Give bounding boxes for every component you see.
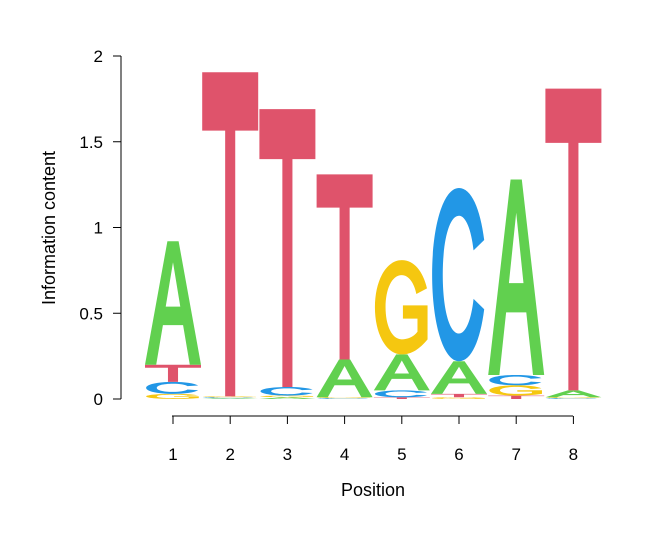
letter-c-pos-4: [317, 398, 370, 399]
letter-c-pos-8: [546, 398, 599, 399]
y-tick-label: 2: [94, 47, 103, 66]
x-tick-label: 2: [225, 445, 234, 464]
letter-g-pos-4: [317, 397, 371, 399]
letter-c-pos-7: [489, 374, 542, 386]
letter-t-pos-6: [431, 393, 487, 398]
stack-position-2: [202, 72, 259, 399]
letter-c-pos-5: [374, 390, 427, 398]
letter-g-pos-2: [203, 396, 256, 398]
letter-t-pos-2: [202, 72, 259, 397]
stack-position-1: [145, 241, 201, 399]
letter-t-pos-8: [545, 88, 602, 391]
letter-a-pos-5: [373, 354, 430, 391]
letter-t-pos-4: [316, 174, 373, 360]
x-ticks: 1 2 3 4 5 6 7 8: [168, 416, 578, 464]
y-tick-label: 0.5: [79, 304, 103, 323]
letter-g-pos-6: [432, 397, 485, 399]
letter-t-pos-5: [373, 397, 430, 399]
x-tick-label: 8: [569, 445, 578, 464]
stack-position-7: [488, 179, 545, 399]
letter-c-pos-2: [203, 397, 256, 399]
stack-position-4: [316, 174, 373, 399]
letter-stacks: [145, 72, 602, 399]
stack-position-8: [545, 88, 602, 399]
letter-t-pos-7: [488, 395, 545, 399]
letter-g-pos-5: [374, 260, 428, 355]
x-tick-label: 5: [397, 445, 406, 464]
letter-t-pos-1: [145, 364, 201, 382]
letter-g-pos-3: [260, 395, 314, 398]
y-tick-label: 1.5: [79, 133, 103, 152]
x-tick-label: 6: [454, 445, 463, 464]
letter-c-pos-1: [146, 381, 199, 394]
stack-position-5: [373, 260, 430, 399]
letter-t-pos-3: [259, 109, 316, 387]
x-tick-label: 7: [511, 445, 520, 464]
x-tick-label: 1: [168, 445, 177, 464]
letter-a-pos-4: [316, 359, 373, 398]
x-tick-label: 3: [283, 445, 292, 464]
letter-g-pos-8: [546, 397, 600, 399]
letter-a-pos-3: [259, 397, 316, 399]
y-ticks: 0 0.5 1 1.5 2: [79, 47, 121, 409]
letter-a-pos-7: [488, 179, 545, 375]
y-axis-label: Information content: [39, 151, 59, 305]
stack-position-3: [259, 109, 316, 399]
letter-c-pos-6: [432, 188, 485, 362]
letter-g-pos-1: [146, 393, 199, 399]
x-axis-label: Position: [341, 480, 405, 500]
letter-a-pos-2: [202, 398, 259, 399]
letter-g-pos-7: [489, 385, 542, 396]
letter-c-pos-3: [260, 386, 313, 396]
axes: 0 0.5 1 1.5 2 1 2 3 4 5 6 7 8: [79, 47, 578, 464]
x-tick-label: 4: [340, 445, 349, 464]
letter-a-pos-8: [545, 390, 602, 398]
stack-position-6: [431, 188, 487, 399]
y-tick-label: 1: [94, 219, 103, 238]
letter-a-pos-1: [145, 241, 201, 365]
y-tick-label: 0: [94, 390, 103, 409]
letter-a-pos-6: [431, 361, 487, 394]
